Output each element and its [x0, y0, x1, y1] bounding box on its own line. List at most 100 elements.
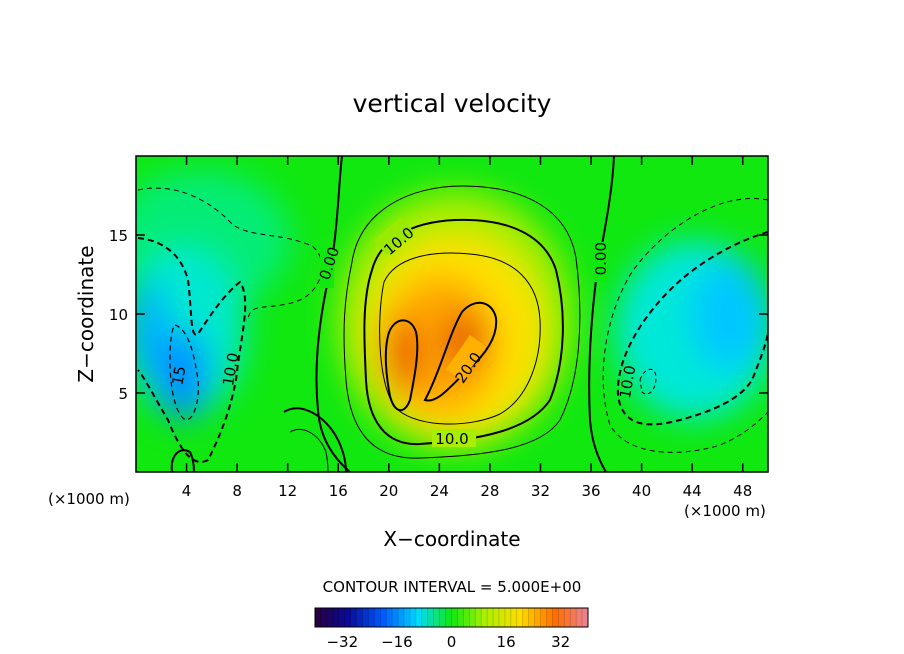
contour-label-bg-5: [445, 335, 487, 381]
colorbar-swatch: [392, 608, 399, 627]
colorbar: [314, 607, 589, 628]
colorbar-swatch: [498, 608, 506, 627]
colorbar-swatch: [398, 608, 405, 627]
contour-label-bg-2: [594, 242, 608, 282]
y-tick-label: 15: [109, 227, 128, 245]
x-tick-label: 32: [531, 482, 550, 500]
colorbar-swatch: [576, 608, 583, 627]
ten-contour-loop: [363, 218, 564, 446]
colorbar-tick-label: −32: [326, 633, 358, 651]
x-tick-label: 36: [581, 482, 600, 500]
colorbar-swatch: [528, 608, 535, 627]
x-tick-label: 24: [430, 482, 449, 500]
colorbar-frame: [314, 607, 589, 628]
x-axis-ticks: 4 8 12 16 20 24 28 32 36 40 44 48: [182, 156, 752, 500]
contour-label: 10.0: [219, 351, 243, 387]
colorbar-swatch: [510, 608, 518, 627]
colorbar-swatch: [570, 608, 577, 627]
colorbar-swatch: [439, 608, 446, 627]
contour-label: 15: [168, 365, 189, 387]
colorbar-swatch: [451, 608, 458, 627]
left-neg-contour-inner: [169, 324, 199, 421]
colorbar-swatch: [493, 608, 500, 627]
x-unit-left: (×1000 m): [48, 490, 130, 508]
colorbar-tick-label: −16: [381, 633, 413, 651]
contour-label-bg-3: [373, 216, 415, 256]
contour-label-bg-1: [320, 248, 334, 288]
colorbar-swatch: [368, 608, 375, 627]
field-shading: [136, 170, 768, 450]
updraft-core-left: [387, 317, 419, 393]
lower-left-contour-a: [283, 407, 347, 472]
x-tick-label: 16: [329, 482, 348, 500]
colorbar-swatch: [415, 608, 423, 627]
colorbar-swatch: [475, 608, 482, 627]
five-contour-loop: [343, 185, 581, 459]
bottom-left-blob: [170, 449, 195, 472]
x-unit-right: (×1000 m): [684, 502, 766, 520]
x-tick-label: 4: [182, 482, 192, 500]
colorbar-swatch: [350, 608, 357, 627]
colorbar-swatch: [481, 608, 488, 627]
x-tick-label: 8: [232, 482, 242, 500]
right-neg-contour-inner: [602, 198, 768, 453]
twenty-contour-right: [423, 302, 498, 402]
x-tick-label: 20: [379, 482, 398, 500]
y-tick-label: 5: [118, 385, 128, 403]
right-neg-small-loop: [639, 368, 657, 395]
colorbar-swatch: [582, 608, 589, 627]
colorbar-swatch: [362, 608, 369, 627]
colorbar-swatch: [552, 608, 559, 627]
colorbar-swatch: [427, 608, 435, 627]
colorbar-tick-label: 16: [497, 633, 516, 651]
colorbar-swatch: [409, 608, 417, 627]
x-axis-label: X−coordinate: [383, 527, 520, 551]
colorbar-swatch: [315, 608, 322, 627]
colorbar-swatch: [504, 608, 512, 627]
x-tick-label: 28: [480, 482, 499, 500]
lower-left-contour-b: [289, 429, 329, 472]
colorbar-swatch: [356, 608, 363, 627]
colorbar-swatch: [516, 608, 524, 627]
x-tick-label: 48: [733, 482, 752, 500]
colorbar-swatch: [320, 608, 328, 627]
x-tick-label: 40: [632, 482, 651, 500]
right-downdraft-core: [690, 260, 768, 370]
colorbar-swatch: [332, 608, 340, 627]
contour-label: 10.0: [435, 430, 468, 448]
colorbar-swatch: [421, 608, 429, 627]
zero-contour-right: [588, 156, 615, 472]
colorbar-swatch: [522, 608, 530, 627]
colorbar-swatch: [374, 608, 381, 627]
right-neg-contour-outer: [616, 231, 768, 426]
left-downdraft-core: [156, 330, 208, 420]
contour-lines: [137, 156, 768, 472]
upper-left-neg-contour: [137, 187, 323, 321]
colorbar-swatch: [540, 608, 547, 627]
colorbar-swatch: [338, 608, 346, 627]
colorbar-swatch: [344, 608, 352, 627]
colorbar-swatch: [380, 608, 387, 627]
colorbar-swatch: [386, 608, 393, 627]
chart-title: vertical velocity: [353, 89, 552, 118]
left-neg-contour-outer: [137, 237, 247, 463]
colorbar-swatch: [564, 608, 571, 627]
twenty-contour-left: [384, 319, 419, 411]
colorbar-swatch: [558, 608, 565, 627]
colorbar-swatch: [534, 608, 541, 627]
contour-interval-text: CONTOUR INTERVAL = 5.000E+00: [323, 578, 582, 596]
contour-label: 0.00: [592, 242, 610, 275]
x-tick-label: 44: [683, 482, 702, 500]
zero-contour-left: [315, 156, 351, 472]
colorbar-tick-label: 32: [551, 633, 570, 651]
colorbar-tick-label: 0: [447, 633, 457, 651]
colorbar-swatch: [404, 608, 411, 627]
colorbar-swatch: [546, 608, 553, 627]
colorbar-swatch: [487, 608, 494, 627]
y-axis-label: Z−coordinate: [74, 245, 98, 382]
y-axis-ticks: 5 10 15: [109, 227, 768, 403]
colorbar-swatch: [445, 608, 452, 627]
colorbar-swatch: [326, 608, 334, 627]
contour-label-bg-4: [432, 429, 476, 447]
